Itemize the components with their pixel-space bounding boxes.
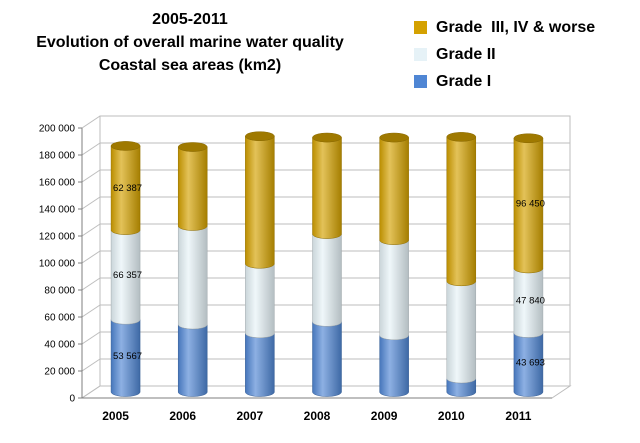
gridline-side-20 000 xyxy=(81,358,101,372)
legend-swatch-grade-2 xyxy=(414,48,427,61)
bar-2008-grade-i xyxy=(312,321,342,397)
gridline-side-120 000 xyxy=(81,223,101,237)
ytick-label-200 000: 200 000 xyxy=(39,124,76,135)
bar-2010-grade-iii-iv-worse xyxy=(446,136,477,287)
bar-stack-2008 xyxy=(312,132,342,397)
data-label-2005-grade-ii: 66 357 xyxy=(113,270,142,281)
bar-2008-grade-iii-iv-worse xyxy=(312,137,342,239)
ytick-label-80 000: 80 000 xyxy=(44,286,75,297)
bar-cap-2006 xyxy=(177,142,208,152)
chart-title: 2005-2011 Evolution of overall marine wa… xyxy=(10,8,370,77)
title-line-1: 2005-2011 xyxy=(152,11,228,28)
bar-cap-2011 xyxy=(513,133,544,143)
bar-stack-2009 xyxy=(379,132,409,397)
legend-label-grade-3: Grade III, IV & worse xyxy=(436,18,596,36)
legend-label-grade-1: Grade I xyxy=(436,72,492,90)
bar-stack-2010 xyxy=(446,132,477,397)
bar-2009-grade-i xyxy=(379,335,409,397)
bar-cap-2008 xyxy=(312,132,342,143)
xtick-label-2009: 2009 xyxy=(371,409,398,423)
bar-cap-2009 xyxy=(379,132,409,143)
gridline-side-100 000 xyxy=(81,250,101,264)
ytick-label-40 000: 40 000 xyxy=(44,340,75,351)
gridline-side-180 000 xyxy=(81,142,101,156)
legend-label-grade-2: Grade II xyxy=(436,45,496,63)
xtick-label-2007: 2007 xyxy=(237,409,264,423)
legend: Grade III, IV & worse Grade II Grade I xyxy=(414,14,595,95)
bar-2009-grade-ii xyxy=(379,240,409,341)
gridline-side-60 000 xyxy=(81,304,101,318)
data-label-2005-grade-iii-iv-worse: 62 387 xyxy=(113,183,142,194)
title-line-3: Coastal sea areas (km2) xyxy=(98,57,282,74)
ytick-label-160 000: 160 000 xyxy=(39,178,76,189)
legend-item-grade-3: Grade III, IV & worse xyxy=(414,14,595,41)
data-label-2011-grade-i: 43 693 xyxy=(516,358,545,369)
bar-2007-grade-i xyxy=(245,333,275,397)
legend-item-grade-1: Grade I xyxy=(414,68,595,95)
legend-swatch-grade-1 xyxy=(414,75,427,88)
ytick-label-140 000: 140 000 xyxy=(39,205,76,216)
bar-cap-2005 xyxy=(110,141,141,151)
data-label-2011-grade-iii-iv-worse: 96 450 xyxy=(516,198,545,209)
xtick-label-2005: 2005 xyxy=(102,409,129,423)
bar-2006-grade-iii-iv-worse xyxy=(177,146,208,231)
bar-cap-2010 xyxy=(446,132,477,142)
title-line-2: Evolution of overall marine water qualit… xyxy=(36,34,344,51)
xtick-label-2011: 2011 xyxy=(505,409,531,423)
legend-item-grade-2: Grade II xyxy=(414,41,595,68)
ytick-label-100 000: 100 000 xyxy=(39,259,76,270)
gridline-side-200 000 xyxy=(81,115,101,129)
bar-2008-grade-ii xyxy=(312,233,342,327)
gridline-side-80 000 xyxy=(81,277,101,291)
ytick-label-180 000: 180 000 xyxy=(39,151,76,162)
bar-2006-grade-ii xyxy=(177,225,208,330)
legend-swatch-grade-3 xyxy=(414,21,427,34)
gridline-side-0 xyxy=(81,385,101,399)
gridline-side-160 000 xyxy=(81,169,101,183)
bar-cap-2007 xyxy=(245,131,275,141)
xtick-label-2010: 2010 xyxy=(438,409,465,423)
gridline-side-40 000 xyxy=(81,331,101,345)
bar-2007-grade-iii-iv-worse xyxy=(245,136,275,269)
ytick-label-0: 0 xyxy=(69,394,75,405)
xtick-label-2008: 2008 xyxy=(304,409,331,423)
bar-stack-2011 xyxy=(513,133,544,397)
gridline-side-140 000 xyxy=(81,196,101,210)
bar-2007-grade-ii xyxy=(245,263,275,339)
bar-stack-2006 xyxy=(177,142,208,397)
bar-2010-grade-ii xyxy=(446,281,477,384)
bar-2006-grade-i xyxy=(177,324,208,397)
data-label-2005-grade-i: 53 567 xyxy=(113,351,142,362)
ytick-label-60 000: 60 000 xyxy=(44,313,75,324)
bar-2009-grade-iii-iv-worse xyxy=(379,137,409,245)
bar-stack-2007 xyxy=(245,131,275,397)
data-label-2011-grade-ii: 47 840 xyxy=(516,296,545,307)
ytick-label-120 000: 120 000 xyxy=(39,232,76,243)
xtick-label-2006: 2006 xyxy=(169,409,196,423)
bar-stack-2005 xyxy=(110,141,141,397)
ytick-label-20 000: 20 000 xyxy=(44,367,75,378)
